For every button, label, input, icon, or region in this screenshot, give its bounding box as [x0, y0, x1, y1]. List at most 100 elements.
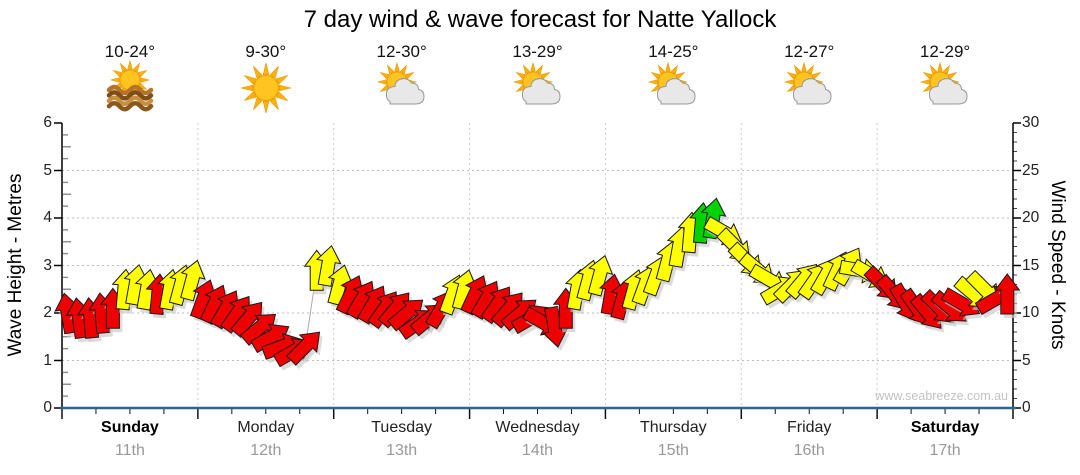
sun-ray [379, 84, 390, 93]
cloud [793, 78, 832, 105]
sun-ray [404, 71, 415, 80]
sun-ray [386, 64, 394, 75]
day-date-label: 14th [521, 442, 554, 459]
sun-ray [140, 77, 151, 83]
day-temp-range: 12-30° [376, 42, 427, 61]
sun-ray [399, 64, 407, 75]
cloud [928, 78, 968, 105]
left-axis-tick-label: 5 [43, 161, 52, 179]
day-name-label: Saturday [910, 419, 980, 436]
sun-ray [535, 64, 543, 75]
wind-arrow [587, 254, 614, 297]
sun-ray [529, 61, 536, 72]
watermark: www.seabreeze.com.au [875, 389, 1008, 403]
sun-ray [947, 71, 958, 80]
day-name-label: Sunday [101, 419, 159, 436]
sun-ray [919, 79, 930, 85]
right-axis-tick-label: 5 [1022, 351, 1031, 369]
sun-ray [675, 71, 686, 80]
sun-ray [262, 62, 270, 76]
sun-ray [937, 61, 943, 72]
sun-ray [278, 84, 291, 92]
sun-ray [786, 84, 797, 93]
day-temp-range: 12-27° [784, 42, 835, 61]
sun-ray [379, 71, 390, 80]
sun-ray [393, 61, 400, 72]
left-axis-tick-label: 4 [43, 209, 52, 226]
day-date-label: 13th [386, 442, 418, 459]
sun-ray [650, 71, 661, 80]
sun-ray [665, 61, 672, 72]
cloud [521, 78, 561, 105]
sun-ray [786, 71, 797, 80]
sun-ray [132, 62, 140, 73]
wind-arrow [180, 259, 206, 302]
day-name-label: Friday [786, 419, 832, 436]
weather-icon-sun-water [103, 59, 157, 114]
sun-ray [269, 97, 279, 110]
day-date-label: 16th [793, 442, 825, 459]
sun-ray [515, 84, 525, 93]
sun-ray [784, 79, 794, 85]
sun-ray [794, 64, 802, 75]
day-date-label: 12th [250, 442, 282, 459]
day-date-label: 11th [114, 442, 145, 459]
sun-ray [275, 91, 288, 101]
sun-ray [512, 79, 523, 85]
right-axis-tick-label: 20 [1022, 209, 1040, 226]
sun-ray [112, 69, 123, 78]
water-wave [106, 100, 154, 112]
cloud [385, 78, 425, 105]
day-temp-range: 9-30° [245, 42, 287, 61]
left-axis-tick-label: 0 [43, 399, 52, 416]
day-date-label: 15th [657, 442, 689, 459]
sun-ray [650, 84, 661, 93]
right-axis-tick-label: 30 [1022, 114, 1040, 131]
sun-ray [376, 79, 387, 85]
day-date-label: 17th [929, 442, 961, 459]
wind-arrow [994, 273, 1021, 315]
weather-icon-partly-cloudy [782, 60, 836, 114]
sun-ray [922, 84, 933, 93]
sun-ray [243, 75, 257, 85]
sun-ray [648, 79, 658, 85]
sun-ray [515, 71, 525, 80]
sun-ray [540, 71, 550, 80]
sun-ray [127, 59, 133, 70]
cloud [657, 78, 696, 105]
sun-ray [922, 71, 933, 80]
weather-icon-partly-cloudy [511, 60, 565, 114]
day-temp-range: 10-24° [104, 42, 156, 61]
day-temp-range: 12-29° [919, 42, 971, 61]
left-axis-tick-label: 6 [43, 114, 52, 131]
water-wave [106, 84, 154, 96]
day-temp-range: 13-29° [512, 42, 563, 61]
wind-arrow [315, 244, 342, 287]
sun-ray [658, 64, 666, 75]
sun-ray [119, 62, 128, 73]
chart-title: 7 day wind & wave forecast for Natte Yal… [303, 6, 777, 33]
water-wave [106, 90, 154, 101]
sun-ray [269, 66, 279, 79]
sun-ray [671, 64, 679, 75]
right-axis-tick-label: 25 [1022, 161, 1040, 179]
left-axis-tick-label: 1 [43, 351, 52, 369]
sun-ray [137, 82, 148, 91]
sun-ray [942, 64, 951, 75]
day-name-label: Tuesday [371, 419, 433, 436]
sun-ray [243, 91, 257, 101]
sun-core [252, 75, 279, 101]
sun-ray [137, 69, 148, 78]
weather-icon-partly-cloudy [918, 60, 972, 114]
sun-ray [811, 71, 822, 80]
sun-ray [240, 84, 253, 92]
sun-ray [275, 75, 288, 85]
left-axis-tick-label: 3 [43, 256, 52, 274]
sun-ray [930, 64, 938, 75]
sun-ray [801, 61, 808, 72]
sun-ray [522, 64, 530, 75]
sun-ray [262, 100, 270, 114]
right-axis-tick-label: 15 [1022, 256, 1040, 274]
